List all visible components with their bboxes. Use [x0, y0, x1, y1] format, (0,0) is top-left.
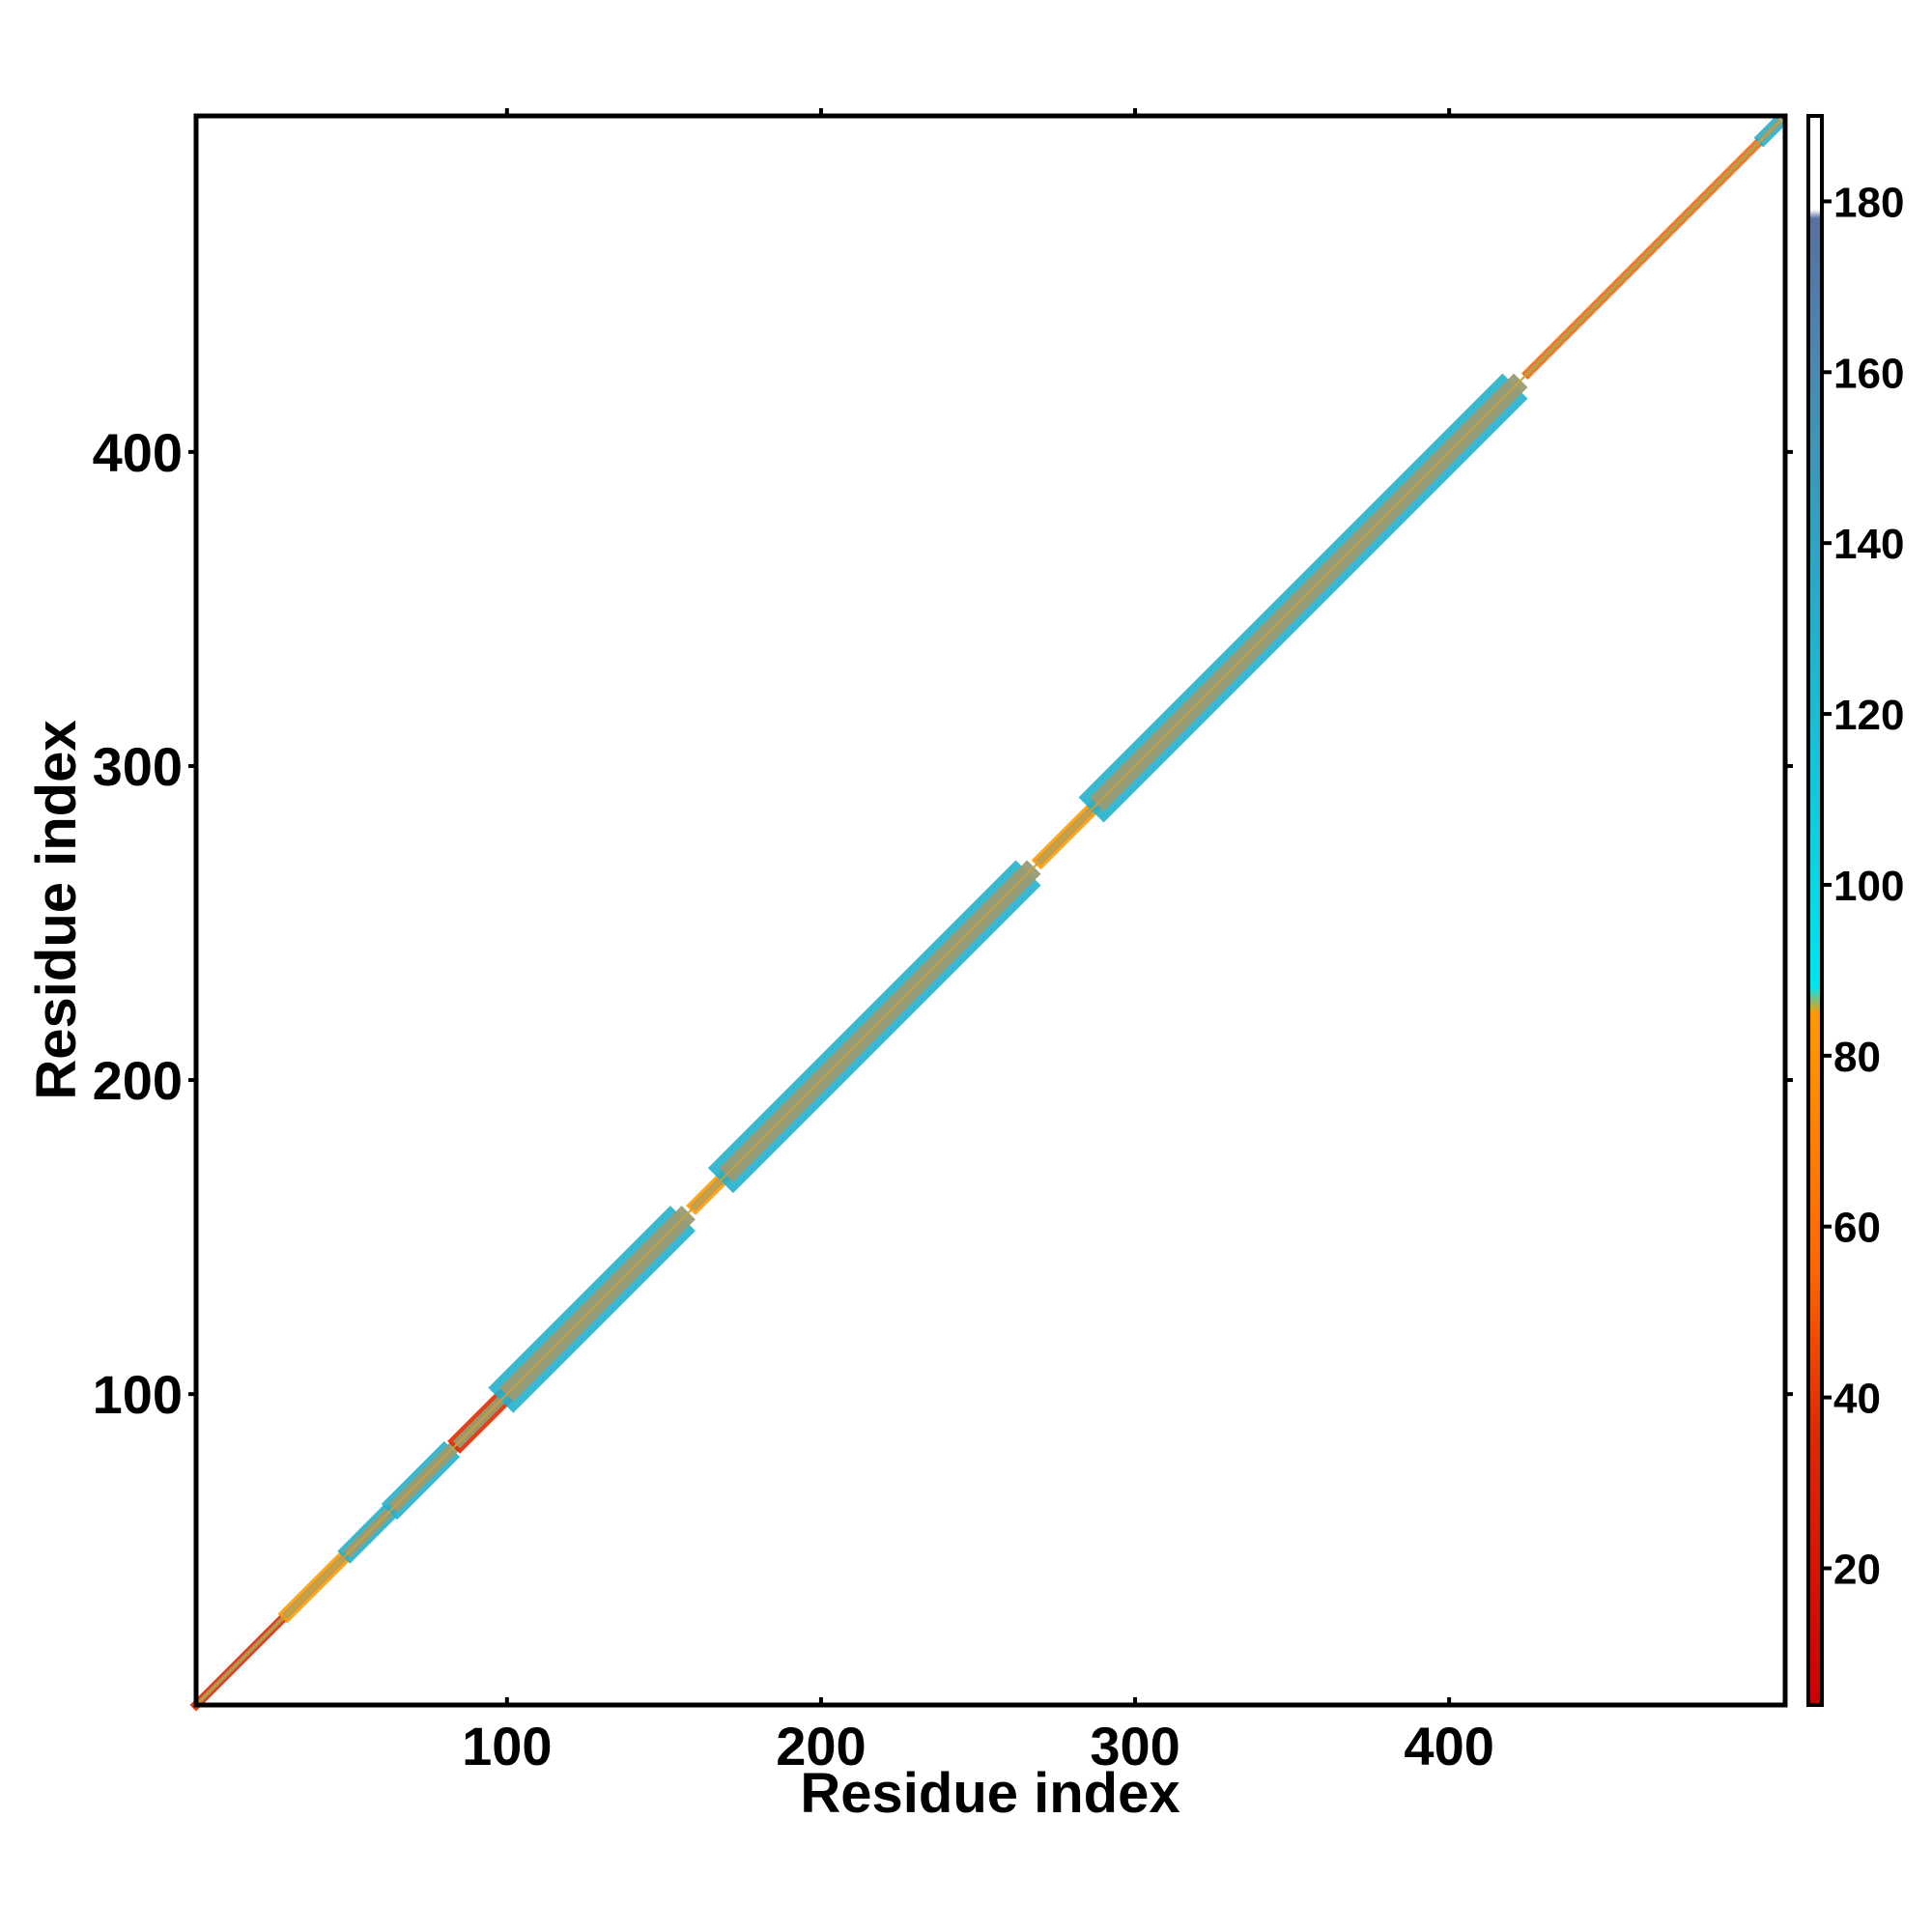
- colorbar-tick-label: 20: [1833, 1546, 1881, 1593]
- diagonal-band: [189, 115, 1786, 1712]
- y-tick-label: 300: [93, 736, 183, 797]
- y-axis-title: Residue index: [25, 720, 88, 1099]
- x-tick-label: 400: [1404, 1716, 1493, 1776]
- colorbar-tick-label: 60: [1833, 1205, 1881, 1252]
- x-axis-ticks: 100 200 300 400: [462, 108, 1494, 1776]
- colorbar-tick-label: 40: [1833, 1376, 1881, 1423]
- x-axis-title: Residue index: [800, 1762, 1179, 1825]
- x-tick-label: 200: [776, 1716, 866, 1776]
- y-tick-label: 100: [93, 1364, 183, 1425]
- x-tick-label: 100: [462, 1716, 552, 1776]
- plot-area: 100 200 300 400 100 200 300 400: [93, 108, 1793, 1776]
- colorbar-tick-label: 100: [1833, 863, 1904, 910]
- colorbar-tick-label: 80: [1833, 1034, 1881, 1081]
- colorbar-tick-label: 140: [1833, 521, 1904, 568]
- colorbar: 20 40 60 80 100 120 140 160 180: [1806, 114, 1904, 1707]
- colorbar-frame: [1806, 114, 1824, 1707]
- y-tick-label: 200: [93, 1050, 183, 1111]
- plot-frame: [193, 113, 1788, 1708]
- colorbar-tick-label: 120: [1833, 692, 1904, 739]
- x-tick-label: 300: [1090, 1716, 1179, 1776]
- colorbar-tick-label: 180: [1833, 179, 1904, 226]
- y-axis-ticks: 100 200 300 400: [93, 422, 1793, 1425]
- colorbar-gradient: [1808, 116, 1822, 1705]
- colorbar-tick-label: 160: [1833, 350, 1904, 397]
- colorbar-ticks: 20 40 60 80 100 120 140 160 180: [1822, 179, 1904, 1593]
- diagonal-line: [195, 115, 1786, 1706]
- y-tick-label: 400: [93, 422, 183, 483]
